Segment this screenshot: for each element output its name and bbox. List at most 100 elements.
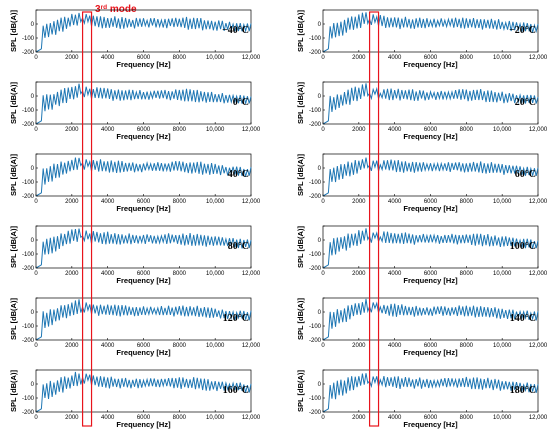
x-axis-label-12: Frequency [Hz] [403,420,458,429]
y-tick-label-1-2: 0 [31,22,35,28]
spl-line-9 [35,299,252,341]
y-tick-label-9-1: -100 [22,324,35,330]
temperature-label-9: 120°C [223,313,249,324]
x-tick-label-5-3: 6000 [137,199,151,205]
y-tick-label-9-2: 0 [31,310,35,316]
y-tick-label-5-0: -200 [22,194,35,200]
x-tick-label-1-5: 10,000 [206,55,225,61]
temperature-label-7: 80°C [228,241,249,252]
y-axis-label-9: SPL [dB(A)] [9,298,18,340]
x-tick-label-7-2: 4000 [101,271,115,277]
y-tick-label-11-2: 0 [31,382,35,388]
spl-line-7 [35,228,252,269]
x-tick-label-2-4: 8000 [460,55,474,61]
x-tick-label-6-1: 2000 [352,199,366,205]
x-tick-label-6-6: 12,000 [529,199,548,205]
x-tick-label-10-0: 0 [321,343,325,349]
x-tick-label-11-0: 0 [34,415,38,421]
y-axis-label-2: SPL [dB(A)] [296,10,305,52]
x-tick-label-7-4: 8000 [173,271,187,277]
x-tick-label-12-1: 2000 [352,415,366,421]
y-tick-label-5-1: -100 [22,180,35,186]
x-tick-label-6-4: 8000 [460,199,474,205]
x-tick-label-9-5: 10,000 [206,343,225,349]
y-tick-label-3-0: -200 [22,122,35,128]
y-tick-label-12-2: 0 [318,382,322,388]
plot-frame-8 [322,225,539,269]
y-tick-label-6-0: -200 [309,194,322,200]
y-tick-label-4-2: 0 [318,94,322,100]
x-tick-label-3-4: 8000 [173,127,187,133]
x-tick-label-3-5: 10,000 [206,127,225,133]
x-tick-label-11-5: 10,000 [206,415,225,421]
x-tick-label-4-3: 6000 [424,127,438,133]
y-tick-label-10-0: -200 [309,338,322,344]
temperature-label-5: 40°C [228,169,249,180]
x-tick-label-3-1: 2000 [65,127,79,133]
y-axis-label-8: SPL [dB(A)] [296,226,305,268]
x-tick-label-7-1: 2000 [65,271,79,277]
y-axis-label-12: SPL [dB(A)] [296,370,305,412]
x-tick-label-2-2: 4000 [388,55,402,61]
x-tick-label-2-6: 12,000 [529,55,548,61]
y-axis-label-5: SPL [dB(A)] [9,154,18,196]
x-tick-label-6-2: 4000 [388,199,402,205]
y-tick-label-10-1: -100 [309,324,322,330]
y-axis-label-1: SPL [dB(A)] [9,10,18,52]
x-axis-label-8: Frequency [Hz] [403,276,458,285]
x-tick-label-9-6: 12,000 [242,343,261,349]
x-tick-label-8-5: 10,000 [493,271,512,277]
x-tick-label-9-3: 6000 [137,343,151,349]
x-axis-label-1: Frequency [Hz] [116,60,171,69]
x-tick-label-4-5: 10,000 [493,127,512,133]
x-tick-label-7-0: 0 [34,271,38,277]
x-tick-label-1-4: 8000 [173,55,187,61]
x-tick-label-11-6: 12,000 [242,415,261,421]
x-tick-label-1-6: 12,000 [242,55,261,61]
x-tick-label-10-1: 2000 [352,343,366,349]
y-tick-label-10-2: 0 [318,310,322,316]
spl-line-5 [35,157,252,197]
y-tick-label-11-0: -200 [22,410,35,416]
x-tick-label-8-1: 2000 [352,271,366,277]
spl-line-3 [35,83,252,125]
y-tick-label-1-1: -100 [22,36,35,42]
x-tick-label-5-0: 0 [34,199,38,205]
temperature-label-4: 20°C [515,97,536,108]
plot-frame-11 [35,369,252,413]
x-tick-label-6-3: 6000 [424,199,438,205]
x-tick-label-12-4: 8000 [460,415,474,421]
temperature-label-10: 140°C [510,313,536,324]
y-axis-label-6: SPL [dB(A)] [296,154,305,196]
spl-line-12 [322,373,539,413]
x-axis-label-11: Frequency [Hz] [116,420,171,429]
x-tick-label-6-5: 10,000 [493,199,512,205]
x-tick-label-12-0: 0 [321,415,325,421]
x-tick-label-12-6: 12,000 [529,415,548,421]
x-tick-label-11-2: 4000 [101,415,115,421]
x-tick-label-10-3: 6000 [424,343,438,349]
x-tick-label-3-0: 0 [34,127,38,133]
x-tick-label-8-3: 6000 [424,271,438,277]
x-tick-label-10-4: 8000 [460,343,474,349]
y-tick-label-2-2: 0 [318,22,322,28]
spl-line-4 [322,83,539,125]
x-tick-label-5-4: 8000 [173,199,187,205]
y-tick-label-4-0: -200 [309,122,322,128]
x-tick-label-10-2: 4000 [388,343,402,349]
y-axis-label-7: SPL [dB(A)] [9,226,18,268]
x-tick-label-2-3: 6000 [424,55,438,61]
y-tick-label-11-1: -100 [22,396,35,402]
y-tick-label-2-0: -200 [309,50,322,56]
x-tick-label-12-2: 4000 [388,415,402,421]
x-tick-label-7-5: 10,000 [206,271,225,277]
y-tick-label-8-1: -100 [309,252,322,258]
x-tick-label-1-2: 4000 [101,55,115,61]
y-tick-label-1-0: -200 [22,50,35,56]
mode-highlight-box-1 [81,11,93,427]
x-axis-label-6: Frequency [Hz] [403,204,458,213]
plot-frame-12 [322,369,539,413]
x-tick-label-4-2: 4000 [388,127,402,133]
x-tick-label-7-6: 12,000 [242,271,261,277]
x-axis-label-3: Frequency [Hz] [116,132,171,141]
